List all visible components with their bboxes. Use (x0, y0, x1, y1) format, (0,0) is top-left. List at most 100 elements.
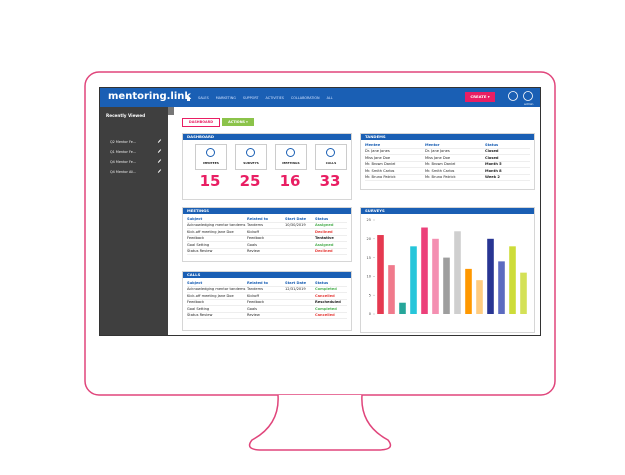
table-cell: Mr. Smith Carlos (425, 168, 455, 173)
sidebar-item[interactable]: Q4 Mentor Ali... (110, 170, 137, 174)
y-tick-label: 15 (367, 256, 371, 260)
tile-value: 25 (239, 172, 261, 190)
nav-item[interactable]: ACTIVITIES (265, 96, 284, 100)
bar (443, 257, 450, 314)
screen: mentoring.link SALES MARKETING SUPPORT ACTI… (100, 88, 540, 335)
table-row: Kick-off meeting Jane Doe Kickoff Declined (187, 229, 347, 236)
table-cell: Closed (485, 149, 499, 153)
table-row: Status Review Review Declined (187, 248, 347, 255)
table-cell: Tandems (247, 287, 263, 291)
panel-title: DASHBOARD (183, 134, 351, 140)
table-cell: 12/31/2019 (285, 287, 306, 291)
table-row: Status Review Review Cancelled (187, 312, 347, 319)
table-cell: Miss Jane Doe (365, 155, 391, 160)
edit-icon[interactable] (157, 149, 161, 153)
table-cell: Status Review (187, 313, 213, 317)
table-cell: Mr. Bruno Patrick (425, 175, 456, 179)
tile-value: 33 (319, 172, 341, 190)
tile[interactable]: MEETINGS (275, 144, 307, 170)
table-row: Goal Setting Goals Completed (187, 306, 347, 313)
calls-panel: CALLS Subject Related to Start Date Status Ac… (182, 271, 352, 331)
bar (520, 272, 527, 314)
table-cell: Review (247, 249, 260, 253)
tile-icon (326, 148, 335, 157)
table-cell: Mr. Bruno Patrick (365, 175, 396, 179)
bar (487, 238, 494, 314)
table-cell: Assigned (315, 242, 334, 247)
y-tick-label: 25 (367, 218, 371, 222)
table-header: Subject Related to Start Date Status (187, 280, 347, 287)
create-button[interactable]: CREATE ▾ (465, 92, 495, 102)
column-header: Start Date (285, 281, 307, 285)
table-cell: Cancelled (315, 313, 335, 317)
table-row: Feedback Feedback Rescheduled (187, 299, 347, 306)
tile[interactable]: SURVEYS (235, 144, 267, 170)
actions-button[interactable]: ACTIONS ▾ (222, 118, 254, 126)
edit-icon[interactable] (157, 169, 161, 173)
tile-label: CALLS (325, 161, 337, 165)
column-header: Related to (247, 217, 269, 221)
table-row: Kick-off meeting Jane Doe Kickoff Cancelle… (187, 293, 347, 300)
column-header: Start Date (285, 217, 307, 221)
table-cell: Month 5 (485, 162, 502, 166)
nav-item[interactable]: COLLABORATION (290, 96, 320, 100)
home-icon[interactable] (186, 96, 191, 101)
bar (377, 235, 384, 314)
nav-item[interactable]: SUPPORT (242, 96, 259, 100)
tile-value: 16 (279, 172, 301, 190)
nav-item[interactable]: SALES (198, 96, 209, 100)
table-cell: Completed (315, 287, 337, 291)
table-row: Acknowledging mentor tandems Tandems 10/30… (187, 222, 347, 229)
table-cell: Kickoff (247, 293, 259, 298)
sidebar-item[interactable]: Q4 Mentor Fe... (110, 160, 137, 164)
table-cell: Tandems (247, 223, 263, 227)
sidebar: Recently Viewed Q2 Mentor Fe... Q1 Mentor… (100, 107, 168, 335)
table-cell: Feedback (247, 300, 265, 304)
bar (476, 280, 483, 314)
table-cell: Dr. Jane Jones (425, 149, 450, 153)
edit-icon[interactable] (157, 139, 161, 143)
table-cell: Acknowledging mentor tandems (187, 287, 246, 291)
user-name[interactable]: admin (524, 102, 534, 106)
table-cell: Closed (485, 155, 499, 160)
nav-item[interactable]: ALL (326, 96, 333, 100)
nav: SALES MARKETING SUPPORT ACTIVITIES COLLABORA… (186, 96, 333, 101)
table-cell: Goals (247, 306, 258, 311)
tile[interactable]: MENTEES (195, 144, 227, 170)
tile[interactable]: CALLS (315, 144, 347, 170)
tile-label: MENTEES (203, 161, 219, 165)
dashboard-button[interactable]: DASHBOARD (182, 118, 220, 127)
column-header: Status (315, 217, 329, 221)
table-cell: Declined (315, 249, 333, 253)
y-tick-label: 20 (367, 237, 371, 241)
y-tick-label: 10 (367, 275, 371, 279)
table-cell: Miss Jane Doe (425, 155, 451, 160)
sidebar-item[interactable]: Q1 Mentor Fe... (110, 150, 137, 154)
table-cell: Week 2 (485, 175, 500, 179)
bar (421, 227, 428, 314)
y-tick-label: 0 (369, 312, 371, 316)
table-cell: Status Review (187, 249, 213, 253)
table-row: Acknowledging mentor tandems Tandems 12/31… (187, 286, 347, 293)
tile-icon (206, 148, 215, 157)
tile-value: 15 (199, 172, 221, 190)
table-row: Feedback Feedback Tentative (187, 235, 347, 242)
bar (388, 265, 395, 314)
logo[interactable]: mentoring.link (108, 91, 192, 102)
bar (454, 231, 461, 314)
table-cell: Tentative (315, 236, 334, 240)
table-cell: Declined (315, 229, 333, 234)
bar (498, 261, 505, 314)
nav-item[interactable]: MARKETING (215, 96, 236, 100)
table-cell: Rescheduled (315, 300, 341, 304)
table-row: Dr. Jane Jones Dr. Jane Jones Closed (365, 148, 530, 155)
sidebar-item[interactable]: Q2 Mentor Fe... (110, 140, 137, 144)
sidebar-title: Recently Viewed (106, 113, 146, 118)
collapse-tab[interactable] (168, 107, 174, 115)
edit-icon[interactable] (157, 159, 161, 163)
table-cell: Review (247, 313, 260, 317)
user-icons[interactable] (507, 90, 537, 103)
panel-title: SURVEYS (361, 208, 534, 214)
surveys-panel: SURVEYS 0 5 10 15 20 25 (360, 207, 535, 333)
